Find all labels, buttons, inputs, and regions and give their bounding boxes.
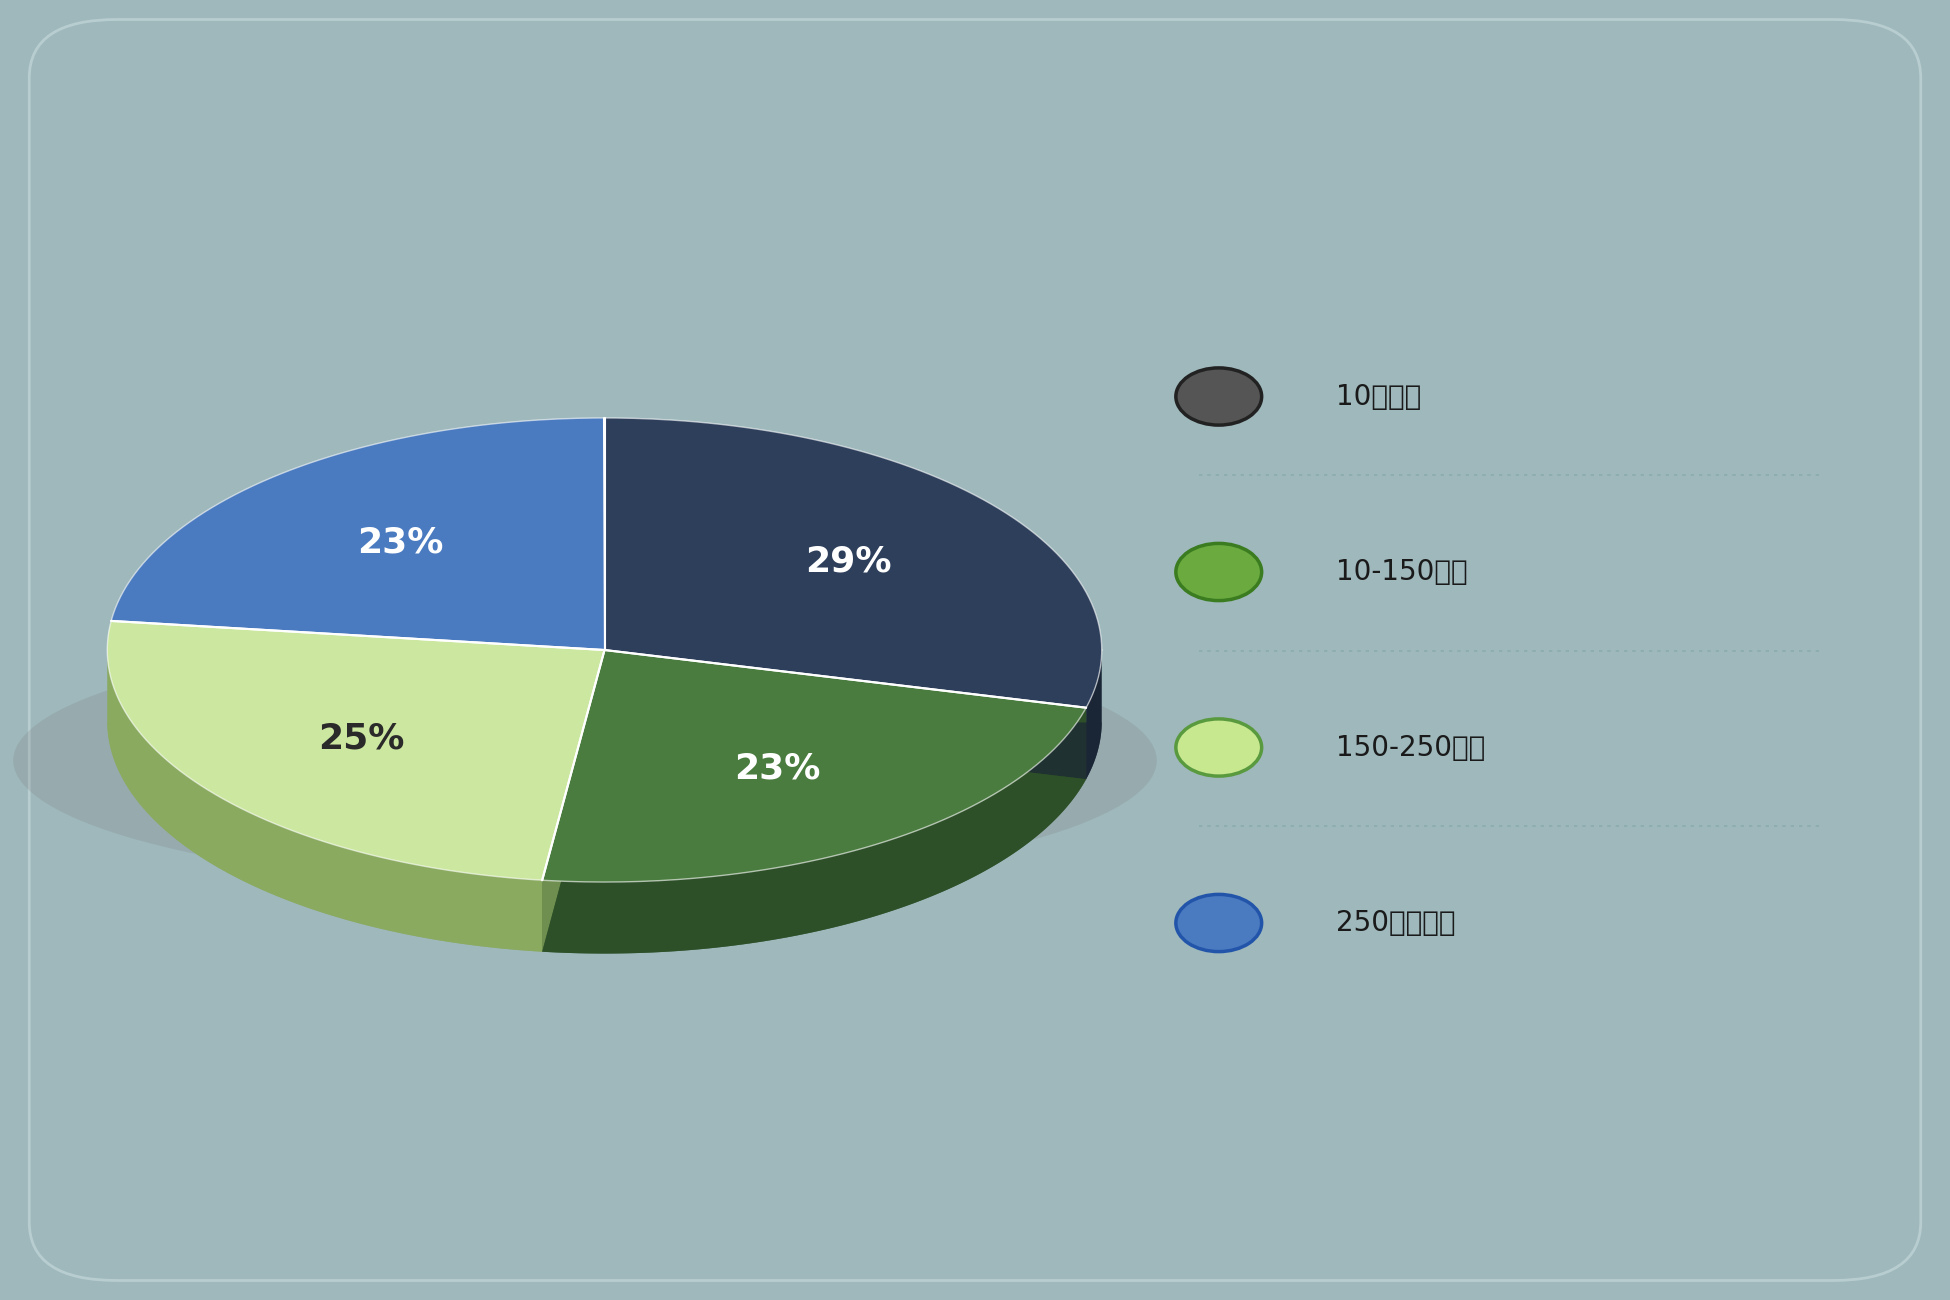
Polygon shape — [1086, 651, 1102, 779]
Text: 23%: 23% — [735, 751, 821, 786]
Polygon shape — [542, 722, 1086, 953]
Text: 250億円以上: 250億円以上 — [1336, 909, 1455, 937]
Circle shape — [1176, 543, 1262, 601]
Circle shape — [1176, 719, 1262, 776]
Text: 10億以下: 10億以下 — [1336, 382, 1422, 411]
Polygon shape — [542, 650, 604, 952]
Text: 10-150億円: 10-150億円 — [1336, 558, 1466, 586]
Polygon shape — [604, 650, 1086, 779]
Polygon shape — [542, 650, 604, 952]
Ellipse shape — [14, 633, 1156, 888]
Text: 23%: 23% — [357, 525, 445, 559]
Polygon shape — [542, 650, 1086, 881]
Polygon shape — [107, 722, 604, 952]
Text: 25%: 25% — [318, 722, 404, 755]
FancyBboxPatch shape — [29, 20, 1921, 1280]
Circle shape — [1176, 894, 1262, 952]
Text: 29%: 29% — [805, 545, 891, 578]
Polygon shape — [542, 707, 1086, 953]
Polygon shape — [604, 419, 1102, 707]
Polygon shape — [111, 419, 604, 650]
Polygon shape — [604, 650, 1086, 779]
Text: 150-250億円: 150-250億円 — [1336, 733, 1486, 762]
Polygon shape — [107, 650, 542, 952]
Polygon shape — [107, 621, 604, 880]
Circle shape — [1176, 368, 1262, 425]
Polygon shape — [604, 722, 1102, 779]
